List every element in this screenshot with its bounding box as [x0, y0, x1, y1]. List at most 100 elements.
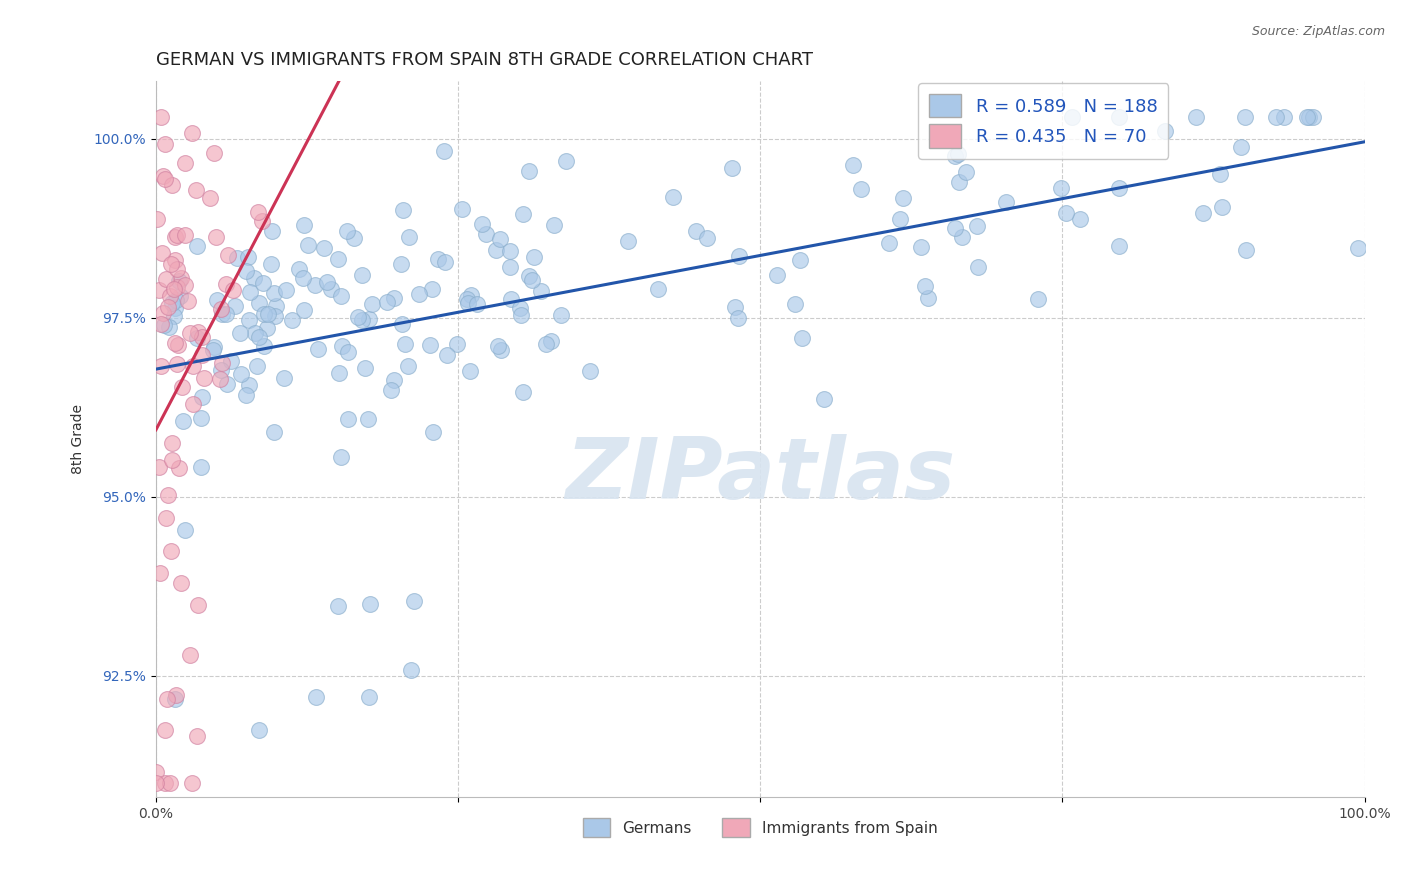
- Point: [966, 219, 988, 233]
- Point: [252, 277, 274, 291]
- Point: [253, 307, 276, 321]
- Point: [401, 663, 423, 677]
- Point: [534, 337, 557, 351]
- Point: [1062, 110, 1084, 124]
- Point: [166, 261, 188, 276]
- Point: [357, 311, 380, 326]
- Point: [190, 330, 212, 344]
- Point: [889, 212, 911, 227]
- Point: [375, 295, 398, 310]
- Point: [209, 362, 232, 376]
- Point: [426, 252, 449, 266]
- Point: [392, 202, 415, 217]
- Point: [662, 190, 685, 204]
- Point: [209, 372, 232, 386]
- Point: [330, 450, 353, 464]
- Point: [219, 354, 242, 368]
- Point: [160, 453, 183, 467]
- Point: [491, 343, 513, 357]
- Point: [292, 218, 315, 232]
- Point: [555, 154, 578, 169]
- Point: [263, 285, 285, 300]
- Point: [190, 411, 212, 425]
- Point: [398, 229, 420, 244]
- Point: [235, 388, 257, 402]
- Point: [157, 319, 180, 334]
- Point: [165, 689, 187, 703]
- Point: [153, 776, 176, 790]
- Point: [1211, 200, 1233, 214]
- Point: [225, 251, 247, 265]
- Point: [163, 301, 186, 315]
- Point: [148, 283, 170, 297]
- Point: [262, 224, 284, 238]
- Point: [155, 272, 177, 286]
- Point: [153, 723, 176, 738]
- Point: [247, 329, 270, 343]
- Point: [187, 598, 209, 612]
- Point: [149, 359, 172, 373]
- Point: [1069, 211, 1091, 226]
- Point: [1209, 167, 1232, 181]
- Point: [1295, 110, 1317, 124]
- Point: [215, 377, 238, 392]
- Point: [326, 252, 349, 266]
- Point: [170, 575, 193, 590]
- Point: [222, 283, 245, 297]
- Point: [229, 368, 252, 382]
- Point: [460, 287, 482, 301]
- Point: [813, 392, 835, 407]
- Point: [389, 257, 412, 271]
- Point: [179, 326, 201, 341]
- Point: [304, 277, 326, 292]
- Point: [211, 307, 233, 321]
- Point: [396, 359, 419, 373]
- Point: [471, 217, 494, 231]
- Point: [1185, 110, 1208, 124]
- Point: [155, 172, 177, 186]
- Point: [266, 299, 288, 313]
- Point: [243, 326, 266, 341]
- Point: [696, 230, 718, 244]
- Point: [336, 412, 359, 426]
- Point: [943, 220, 966, 235]
- Point: [499, 260, 522, 274]
- Point: [1265, 110, 1288, 124]
- Point: [247, 723, 270, 737]
- Point: [422, 425, 444, 440]
- Point: [391, 317, 413, 331]
- Point: [948, 175, 970, 189]
- Point: [328, 366, 350, 380]
- Point: [1028, 292, 1050, 306]
- Point: [382, 291, 405, 305]
- Point: [190, 390, 212, 404]
- Point: [163, 282, 186, 296]
- Point: [380, 383, 402, 397]
- Point: [235, 264, 257, 278]
- Point: [336, 345, 359, 359]
- Point: [181, 776, 204, 790]
- Point: [167, 274, 190, 288]
- Point: [190, 460, 212, 475]
- Point: [1054, 206, 1077, 220]
- Text: ZIPatlas: ZIPatlas: [565, 434, 956, 516]
- Point: [849, 182, 872, 196]
- Point: [205, 293, 228, 307]
- Point: [246, 359, 269, 374]
- Point: [457, 295, 479, 310]
- Point: [1234, 243, 1257, 257]
- Point: [174, 277, 197, 292]
- Point: [550, 308, 572, 322]
- Point: [174, 524, 197, 538]
- Point: [727, 311, 749, 326]
- Point: [475, 227, 498, 242]
- Point: [166, 227, 188, 242]
- Point: [157, 300, 180, 314]
- Point: [297, 237, 319, 252]
- Point: [166, 280, 188, 294]
- Point: [917, 291, 939, 305]
- Point: [149, 566, 172, 580]
- Point: [153, 137, 176, 152]
- Point: [499, 293, 522, 307]
- Point: [152, 246, 174, 260]
